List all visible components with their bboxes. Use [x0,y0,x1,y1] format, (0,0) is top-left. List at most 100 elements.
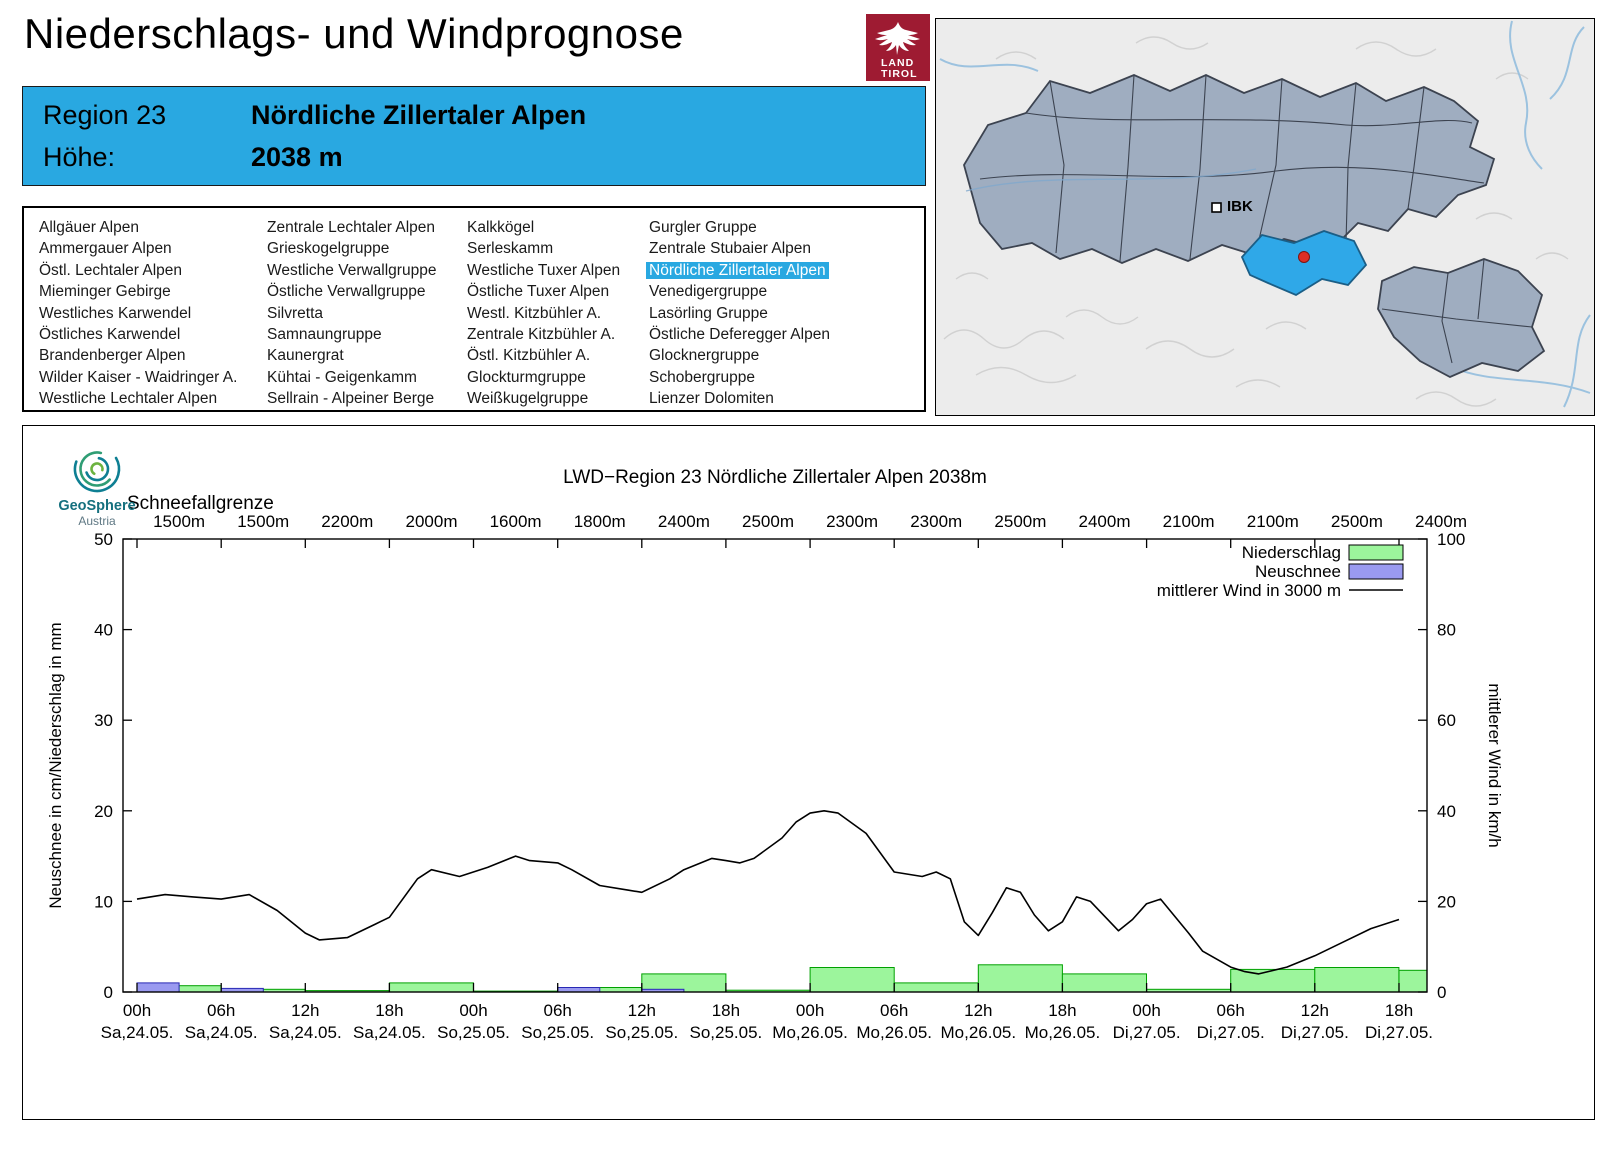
plot-border [122,538,1428,993]
region-list-item[interactable]: Östliche Deferegger Alpen [649,326,830,344]
station-dot [1298,251,1310,263]
region-list-item[interactable]: Östl. Kitzbühler A. [467,347,591,365]
region-list-item[interactable]: Mieminger Gebirge [39,283,171,301]
svg-text:80: 80 [1437,621,1456,640]
svg-text:Sa,24.05.: Sa,24.05. [101,1023,174,1042]
region-label: Region 23 [43,100,167,130]
region-list-item[interactable]: Samnaungruppe [267,326,382,344]
tirol-region-map[interactable]: IBK [935,18,1595,416]
region-list-item[interactable]: Westliche Verwallgruppe [267,261,437,279]
region-list-item[interactable]: Westliche Lechtaler Alpen [39,390,218,408]
snowline-value: 2100m [1163,512,1215,531]
svg-text:20: 20 [1437,892,1456,911]
region-list-item[interactable]: Kalkkögel [467,219,535,236]
snowline-value: 2400m [1079,512,1131,531]
region-list-item[interactable]: Westliche Tuxer Alpen [467,261,621,279]
region-list-item-selected[interactable]: Nördliche Zillertaler Alpen [646,260,924,281]
region-list-column: Allgäuer Alpen Ammergauer Alpen Östl. Lech… [36,217,264,410]
svg-text:06h: 06h [544,1001,572,1020]
legend-wind-label: mittlerer Wind in 3000 m [1157,581,1341,600]
region-list-item[interactable]: Glocknergruppe [649,347,760,365]
svg-text:10: 10 [94,892,113,911]
svg-text:06h: 06h [207,1001,235,1020]
snowline-value: 2200m [321,512,373,531]
legend-niederschlag-swatch [1348,544,1404,561]
logo-text-tirol: TIROL [881,68,918,80]
snowline-value: 2500m [742,512,794,531]
region-list-item[interactable]: Westliches Karwendel [39,304,192,322]
east-tirol-regions[interactable] [1377,258,1546,378]
svg-text:0: 0 [1437,983,1446,1002]
svg-text:So,25.05.: So,25.05. [437,1023,510,1042]
map-svg: IBK [936,19,1594,415]
region-list-item[interactable]: Lienzer Dolomiten [649,390,774,408]
region-list-item[interactable]: Westl. Kitzbühler A. [467,304,602,322]
land-tirol-logo-svg: LAND TIROL [866,14,930,81]
region-name: Nördliche Zillertaler Alpen [251,100,587,130]
region-border-lines [979,74,1485,262]
y-tick-labels: 0 10 20 30 40 50 0 20 40 60 80 100 [94,530,1465,1002]
snowline-value: 2400m [1415,512,1467,531]
snowline-value: 1500m [237,512,289,531]
svg-text:Sa,24.05.: Sa,24.05. [353,1023,426,1042]
region-list-item[interactable]: Brandenberger Alpen [39,347,186,365]
region-list-item[interactable]: Serleskamm [467,240,554,258]
svg-text:18h: 18h [712,1001,740,1020]
svg-text:00h: 00h [123,1001,151,1020]
north-tirol-regions[interactable] [963,74,1496,264]
elevation-value: 2038 m [251,142,343,172]
svg-text:18h: 18h [375,1001,403,1020]
region-list-item[interactable]: Lasörling Gruppe [649,304,768,322]
svg-text:00h: 00h [1132,1001,1160,1020]
region-list-item[interactable]: Wilder Kaiser - Waidringer A. [39,368,238,386]
region-list-item[interactable]: Zentrale Stubaier Alpen [649,240,811,258]
snowline-value: 1500m [153,512,205,531]
region-list-column: Gurgler Gruppe Zentrale Stubaier Alpen Nör… [646,217,924,410]
svg-text:00h: 00h [459,1001,487,1020]
svg-text:Mo,26.05.: Mo,26.05. [856,1023,932,1042]
right-axis-title: mittlerer Wind in km/h [1485,683,1504,847]
snowline-value: 1800m [574,512,626,531]
ibk-marker [1211,202,1222,213]
region-list-item[interactable]: Östliches Karwendel [39,326,181,344]
svg-text:12h: 12h [628,1001,656,1020]
region-list-item[interactable]: Glockturmgruppe [467,368,586,386]
region-list-item[interactable]: Zentrale Kitzbühler A. [467,326,616,344]
region-list-item[interactable]: Sellrain - Alpeiner Berge [267,390,435,408]
region-list-item[interactable]: Zentrale Lechtaler Alpen [267,219,436,236]
land-tirol-logo: LAND TIROL [866,14,930,81]
geosphere-icon [73,445,121,493]
svg-text:06h: 06h [1217,1001,1245,1020]
region-list-item[interactable]: Gurgler Gruppe [649,219,757,236]
snowline-value: 2300m [910,512,962,531]
chart-title: LWD−Region 23 Nördliche Zillertaler Alpe… [563,467,987,488]
geosphere-logo: GeoSphere Austria [51,442,143,528]
region-list-item[interactable]: Kaunergrat [267,347,344,365]
region-list-column: Kalkkögel Serleskamm Westliche Tuxer Alpen… [464,217,646,410]
region-list-item[interactable]: Östl. Lechtaler Alpen [39,261,183,279]
svg-text:12h: 12h [964,1001,992,1020]
svg-text:Mo,26.05.: Mo,26.05. [772,1023,848,1042]
region-list-item[interactable]: Venedigergruppe [649,283,768,301]
region-list-item[interactable]: Ammergauer Alpen [39,240,172,258]
svg-text:06h: 06h [880,1001,908,1020]
svg-text:100: 100 [1437,530,1465,549]
region-list-item[interactable]: Schobergruppe [649,368,755,386]
region-list-item[interactable]: Grieskogelgruppe [267,240,390,258]
region-list-item[interactable]: Weißkugelgruppe [467,390,589,408]
logo-text-land: LAND [881,57,914,69]
river-lines [939,20,1591,408]
region-list-item[interactable]: Kühtai - Geigenkamm [267,368,417,386]
region-list-item[interactable]: Östliche Verwallgruppe [267,283,426,301]
region-list-item[interactable]: Silvretta [267,304,323,322]
svg-text:So,25.05.: So,25.05. [605,1023,678,1042]
geosphere-brand-text: GeoSphere [58,498,136,514]
ibk-label: IBK [1227,198,1253,215]
svg-text:Mo,26.05.: Mo,26.05. [940,1023,1016,1042]
region-list-item[interactable]: Östliche Tuxer Alpen [467,283,610,301]
snowline-value: 1600m [490,512,542,531]
region-list-item[interactable]: Allgäuer Alpen [39,219,139,236]
svg-text:Mo,26.05.: Mo,26.05. [1025,1023,1101,1042]
forecast-chart: LWD−Region 23 Nördliche Zillertaler Alpe… [46,467,1504,1042]
